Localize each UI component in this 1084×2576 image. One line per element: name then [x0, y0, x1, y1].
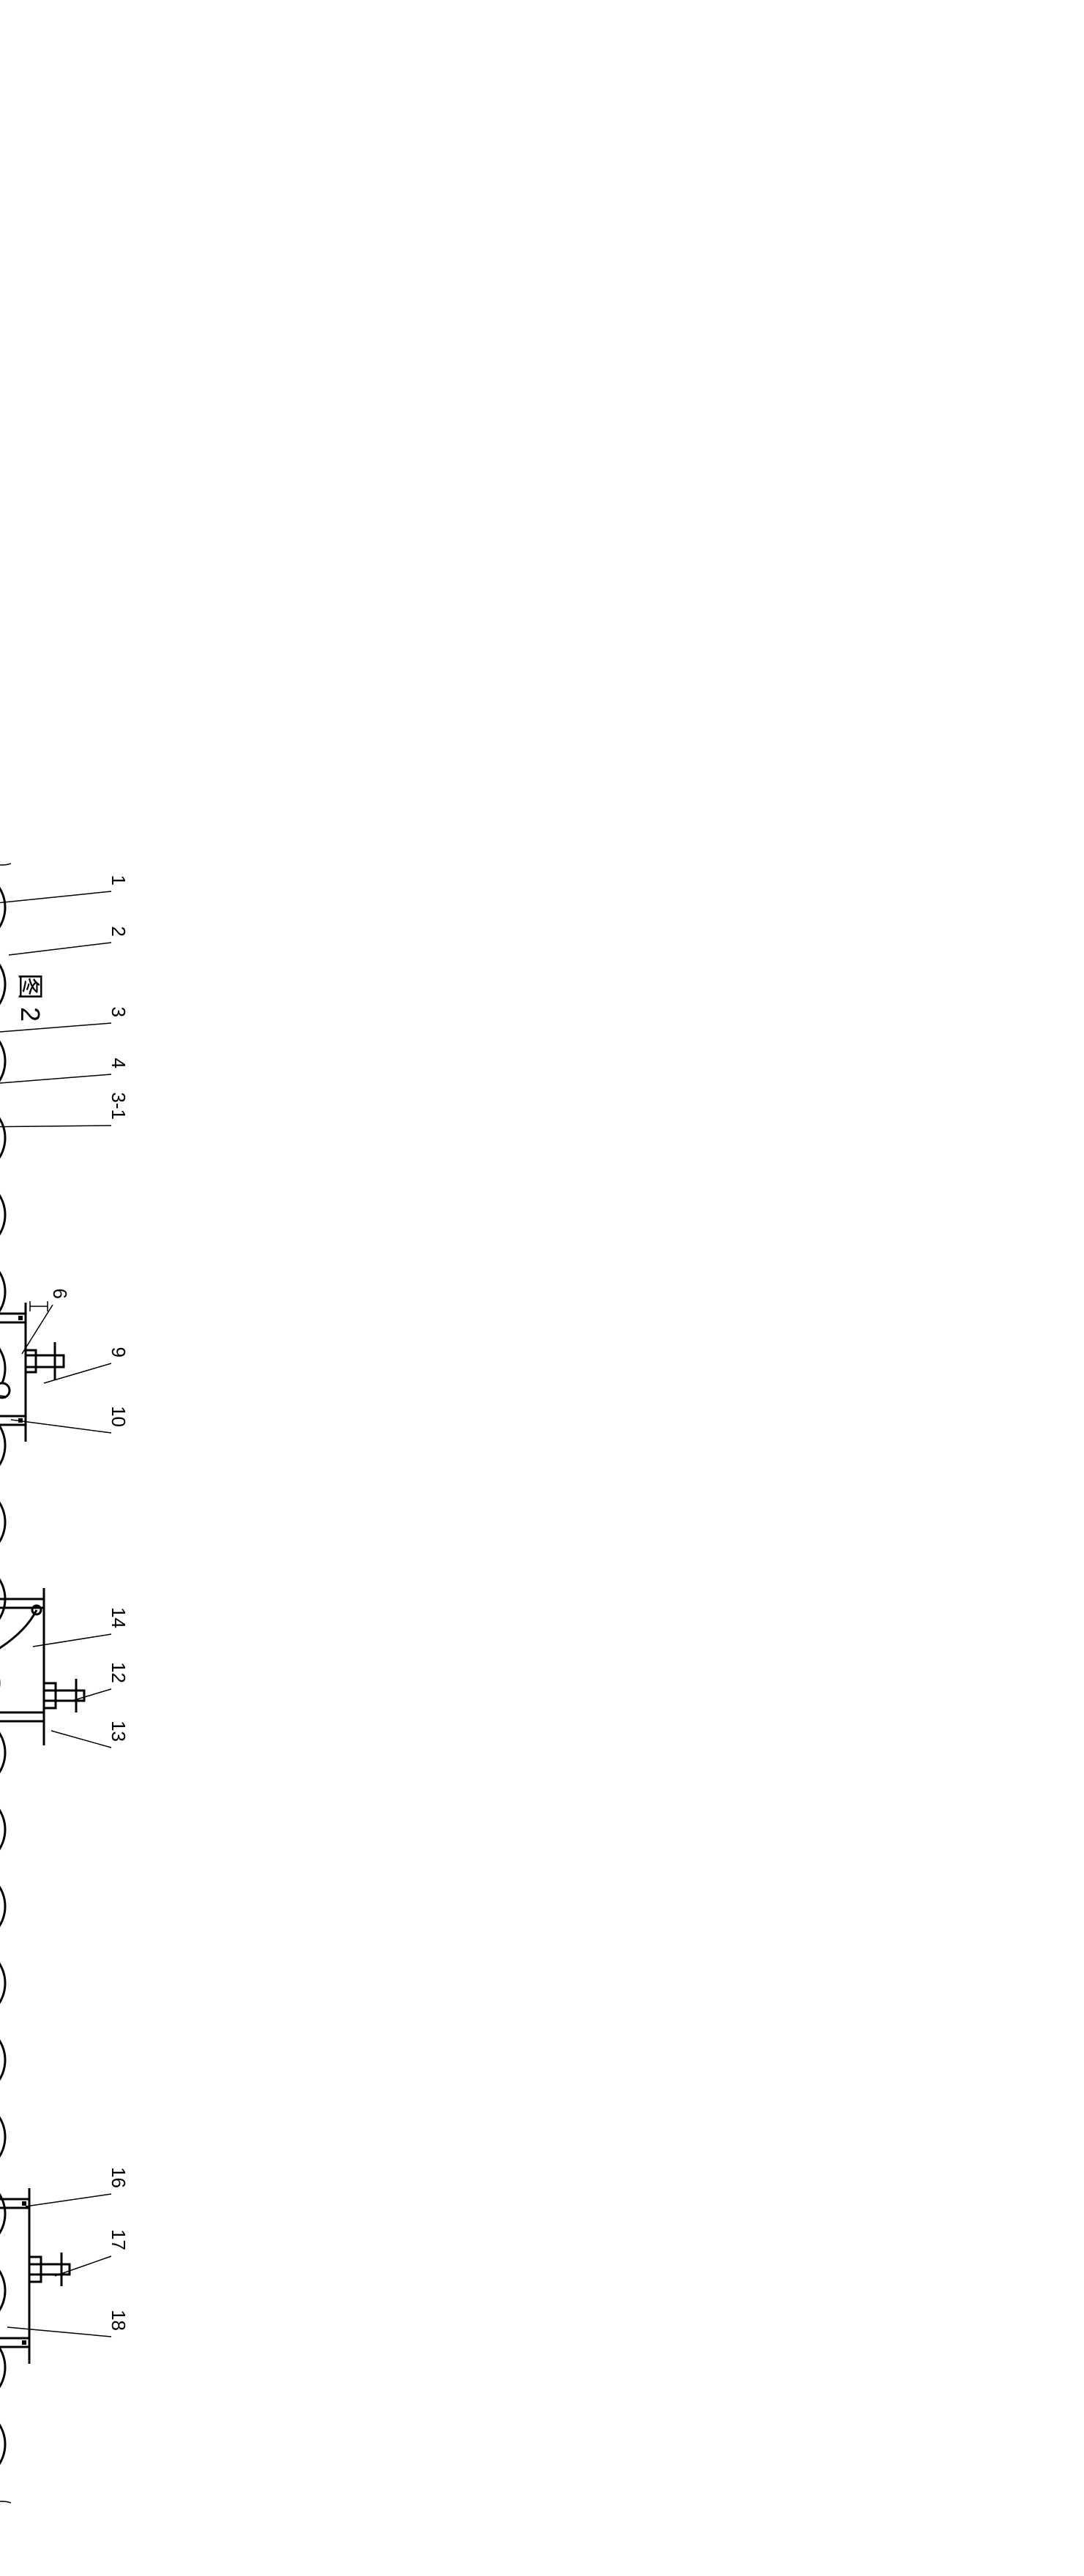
callout-label: 1 [108, 875, 130, 886]
callout-label: 14 [108, 1607, 130, 1628]
callout-label: 17 [108, 2229, 130, 2250]
technical-drawing: 12343-16910225141213232415161718 [0, 820, 146, 2576]
callout-label: 18 [108, 2310, 130, 2331]
callout-label: 16 [108, 2167, 130, 2188]
callout-label: 12 [108, 1662, 130, 1683]
callout-label: 3-1 [108, 1092, 130, 1120]
callout-label: 13 [108, 1721, 130, 1742]
callout-label: 6 [49, 1289, 71, 1299]
figure-container: 12343-16910225141213232415161718 [0, 820, 146, 2576]
callout-label: 10 [108, 1406, 130, 1427]
callout-label: 2 [108, 926, 130, 937]
callout-label: 9 [108, 1347, 130, 1358]
callout-label: 4 [108, 1058, 130, 1068]
callout-label: 3 [108, 1007, 130, 1017]
figure-caption: 图 2 [13, 973, 51, 1022]
